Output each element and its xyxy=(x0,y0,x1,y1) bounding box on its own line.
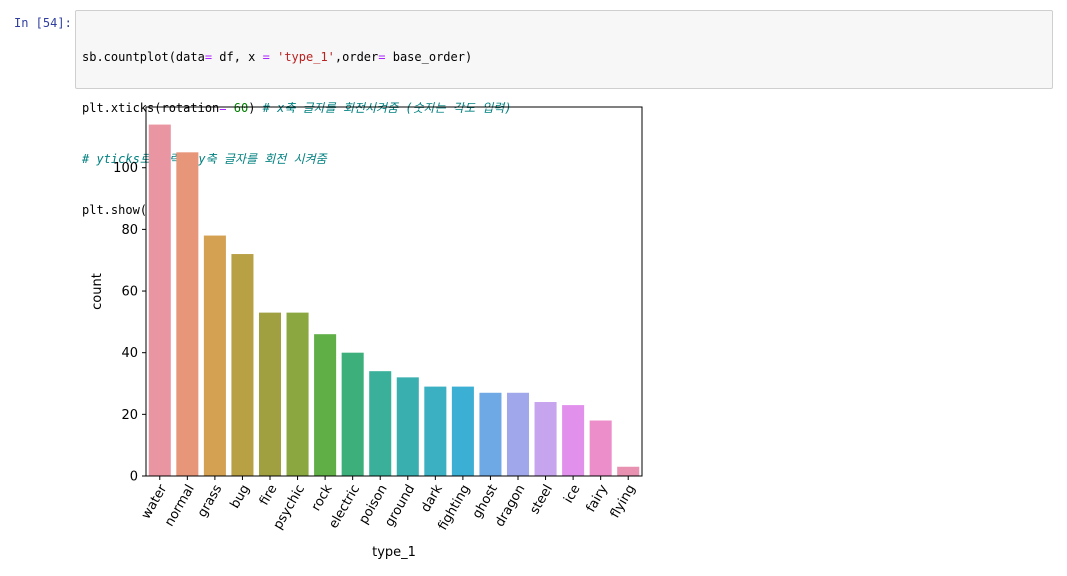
cell-output: 0 20 40 60 80 100 water normal grass bug fire psyc… xyxy=(75,92,675,572)
bar-rock xyxy=(314,334,337,476)
bar-dragon xyxy=(506,392,530,476)
cell-prompt: In [54]: xyxy=(14,16,72,30)
bar-water xyxy=(148,124,171,477)
x-tick-label: grass xyxy=(195,482,226,520)
bar-poison xyxy=(369,371,392,476)
code-number: 60 xyxy=(233,101,249,115)
bar-ice xyxy=(562,405,585,476)
x-tick-label: steel xyxy=(527,482,556,517)
code-token: ,order xyxy=(334,50,379,64)
code-operator: = xyxy=(378,50,386,64)
y-axis: 0 20 40 60 80 100 xyxy=(113,161,146,485)
bar-flying xyxy=(617,466,640,476)
bar-ghost xyxy=(479,392,502,476)
code-token: plt.xticks(rotation xyxy=(82,101,220,115)
x-tick-label: dark xyxy=(418,482,446,515)
y-tick-label: 40 xyxy=(121,346,138,361)
x-axis-label: type_1 xyxy=(372,545,416,560)
code-editor[interactable]: sb.countplot(data= df, x = 'type_1',orde… xyxy=(82,15,512,253)
code-operator: = xyxy=(219,101,227,115)
y-tick-label: 100 xyxy=(113,161,138,176)
x-tick-label: ice xyxy=(561,482,583,506)
y-tick-label: 0 xyxy=(130,470,138,485)
bar-normal xyxy=(176,152,199,476)
bar-fighting xyxy=(451,386,474,476)
bar-grass xyxy=(203,235,226,476)
bar-dark xyxy=(424,386,447,476)
code-token: plt.show() xyxy=(82,203,155,217)
code-string: 'type_1' xyxy=(277,50,335,64)
x-tick-label: flying xyxy=(608,482,639,521)
y-tick-label: 20 xyxy=(121,408,138,423)
plot-frame xyxy=(145,106,643,477)
x-tick-label: bug xyxy=(228,482,253,511)
bars-group xyxy=(148,124,640,477)
x-tick-label: fairy xyxy=(584,482,612,515)
bar-ground xyxy=(396,377,419,476)
code-token: ) xyxy=(248,101,263,115)
code-line: sb.countplot(data= df, x = 'type_1',orde… xyxy=(82,49,512,66)
code-line: plt.xticks(rotation= 60) # x축 글자를 회전시켜줌 … xyxy=(82,100,512,117)
bar-bug xyxy=(231,254,254,476)
bar-psychic xyxy=(286,312,309,476)
bar-electric xyxy=(341,352,364,476)
x-tick-label: fire xyxy=(257,482,281,508)
y-tick-label: 80 xyxy=(121,223,138,238)
code-cell[interactable]: sb.countplot(data= df, x = 'type_1',orde… xyxy=(75,10,1053,217)
bar-fire xyxy=(258,312,282,476)
code-operator: = xyxy=(262,50,270,64)
x-tick-label: rock xyxy=(309,482,336,514)
bar-steel xyxy=(534,402,557,476)
y-tick-label: 60 xyxy=(121,285,138,300)
code-comment: # x축 글자를 회전시켜줌 (숫자는 각도 입력) xyxy=(262,101,512,115)
code-token: base_order) xyxy=(385,50,473,64)
code-operator: = xyxy=(204,50,213,64)
code-line: plt.show() xyxy=(82,202,512,219)
code-token: sb.countplot(data xyxy=(82,50,205,64)
code-token: df, x xyxy=(212,50,263,64)
bar-fairy xyxy=(589,420,612,476)
y-axis-label: count xyxy=(90,273,105,310)
